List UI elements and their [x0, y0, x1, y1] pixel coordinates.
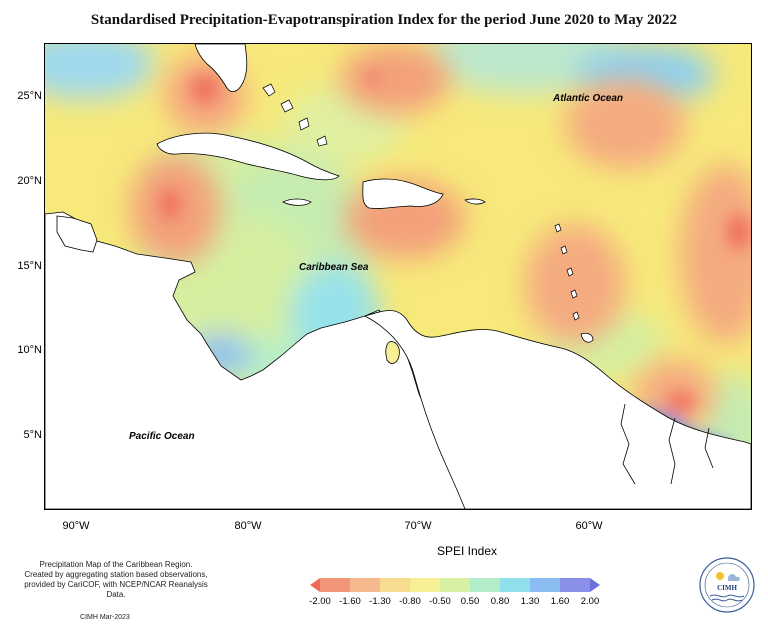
legend-tick-4: -0.50	[429, 596, 451, 607]
spei-map: Atlantic Ocean Caribbean Sea Pacific Oce…	[45, 44, 751, 509]
land-venezuela-lake	[386, 342, 400, 364]
legend-swatch-6	[470, 578, 500, 592]
legend-tick-0: -2.00	[309, 596, 331, 607]
legend-tick-1: -1.60	[339, 596, 361, 607]
legend-swatch-2	[350, 578, 380, 592]
field-deep-red-east	[727, 214, 751, 250]
lat-label-5n: 5°N	[4, 429, 42, 441]
field-deep-red-guyana	[667, 392, 695, 412]
label-pacific-ocean: Pacific Ocean	[129, 431, 195, 442]
map-title: Standardised Precipitation-Evapotranspir…	[0, 12, 768, 29]
field-red-antilles	[525, 224, 625, 344]
legend-colorbar	[310, 575, 600, 595]
label-atlantic-ocean: Atlantic Ocean	[552, 93, 623, 104]
field-red-northcentral	[340, 44, 450, 114]
legend-title: SPEI Index	[402, 544, 532, 558]
lon-label-80w: 80°W	[234, 520, 261, 532]
legend-tick-9: 2.00	[581, 596, 600, 607]
field-deep-red-florida	[191, 75, 219, 103]
lon-label-60w: 60°W	[575, 520, 602, 532]
legend-swatches	[310, 578, 600, 592]
legend-tick-3: -0.80	[399, 596, 421, 607]
lon-label-90w: 90°W	[62, 520, 89, 532]
lat-label-20n: 20°N	[4, 175, 42, 187]
lat-label-25n: 25°N	[4, 90, 42, 102]
footnote-line-2: Created by aggregating station based obs…	[16, 570, 216, 580]
label-caribbean-sea: Caribbean Sea	[299, 262, 369, 273]
legend-swatch-9	[560, 578, 590, 592]
field-deep-red-honduras	[160, 188, 180, 220]
legend-swatch-7	[500, 578, 530, 592]
legend-swatch-8	[530, 578, 560, 592]
field-deep-red-north	[367, 72, 379, 84]
lat-label-10n: 10°N	[4, 344, 42, 356]
map-panel: Atlantic Ocean Caribbean Sea Pacific Oce…	[44, 43, 752, 510]
legend-swatch-5	[440, 578, 470, 592]
logo-sun-icon	[716, 572, 724, 580]
legend-swatch-4	[410, 578, 440, 592]
legend-tick-7: 1.30	[521, 596, 540, 607]
map-footnote: Precipitation Map of the Caribbean Regio…	[16, 560, 216, 600]
legend-tick-8: 1.60	[551, 596, 570, 607]
lat-label-15n: 15°N	[4, 260, 42, 272]
legend-swatch-10	[590, 578, 600, 592]
legend-swatch-0	[310, 578, 320, 592]
legend-swatch-3	[380, 578, 410, 592]
footnote-line-1: Precipitation Map of the Caribbean Regio…	[16, 560, 216, 570]
logo-text: CIMH	[717, 584, 737, 592]
footnote-line-3: provided by CariCOF, with NCEP/NCAR Rean…	[16, 580, 216, 600]
lon-label-70w: 70°W	[404, 520, 431, 532]
legend-tick-5: 0.50	[461, 596, 480, 607]
cimh-logo-icon: CIMH	[698, 556, 756, 614]
legend-tick-2: -1.30	[369, 596, 391, 607]
map-credit: CIMH Mar-2023	[80, 614, 130, 621]
legend-ticks: -2.00 -1.60 -1.30 -0.80 -0.50 0.50 0.80 …	[320, 596, 592, 608]
legend-tick-6: 0.80	[491, 596, 510, 607]
legend-swatch-1	[320, 578, 350, 592]
